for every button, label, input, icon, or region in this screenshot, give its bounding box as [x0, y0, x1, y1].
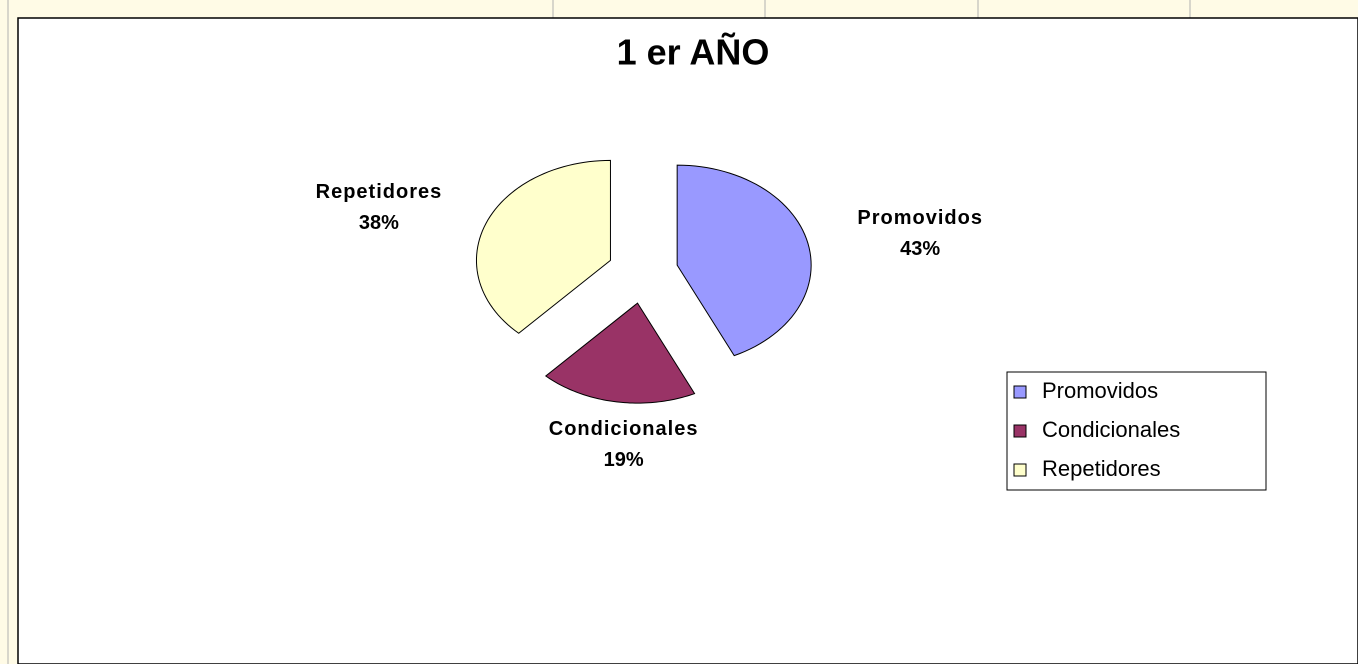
legend-swatch: [1013, 424, 1027, 438]
pie-slice: [475, 159, 611, 334]
legend-box: [1006, 371, 1267, 491]
data-label-value: 38%: [359, 212, 399, 234]
data-label-value: 43%: [900, 238, 940, 260]
pie-slice: [676, 164, 812, 357]
sheet-header-col: [0, 0, 18, 664]
legend-label: Promovidos: [1042, 378, 1158, 403]
legend-swatch: [1013, 463, 1027, 477]
data-label-name: Promovidos: [857, 207, 983, 229]
pie-slice: [544, 302, 696, 404]
chart-title: 1 er AÑO: [617, 31, 770, 73]
data-label-name: Condicionales: [549, 418, 699, 440]
sheet-header-row: [0, 0, 1358, 18]
data-label-name: Repetidores: [316, 181, 443, 203]
data-label-value: 19%: [604, 449, 644, 471]
legend-label: Condicionales: [1042, 417, 1180, 442]
legend-swatch: [1013, 385, 1027, 399]
legend-label: Repetidores: [1042, 456, 1161, 481]
sheet-grid: [7, 0, 1191, 664]
chart-area: [17, 17, 1358, 664]
